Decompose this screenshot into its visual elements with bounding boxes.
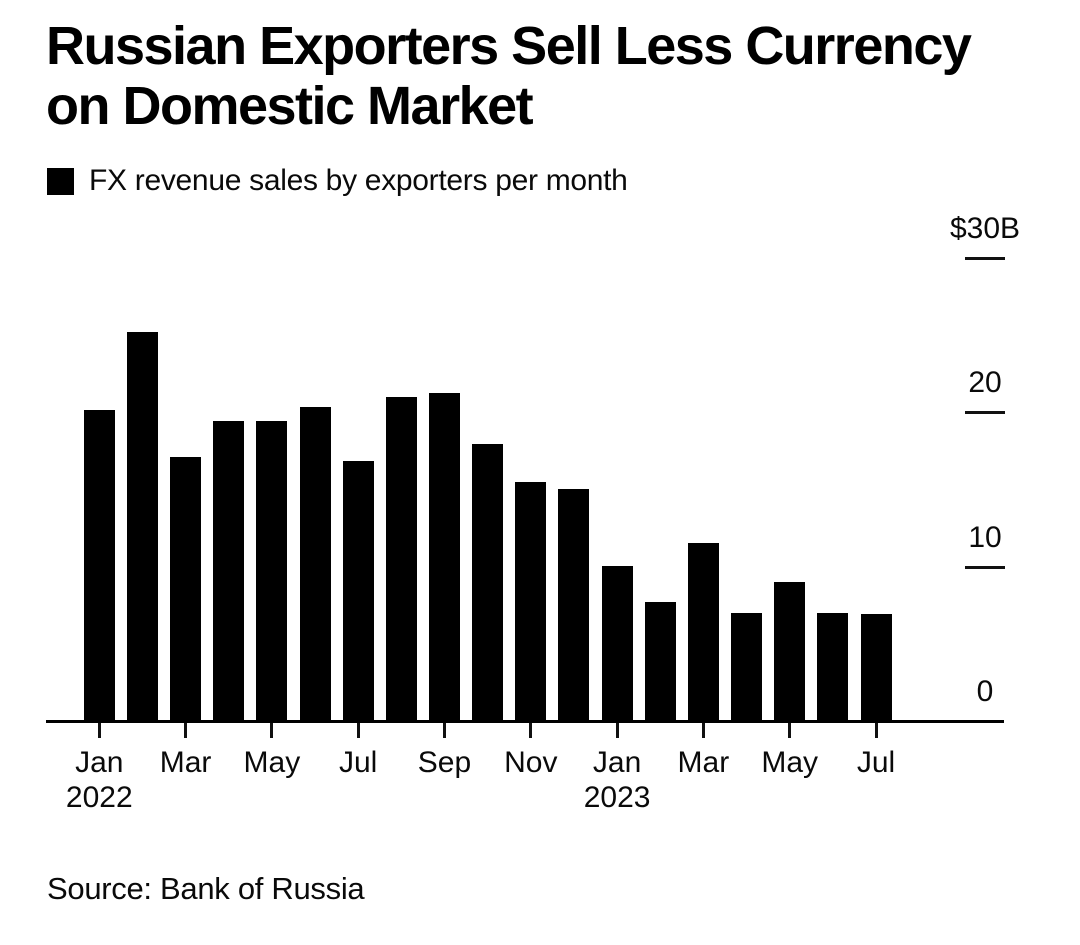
x-tick-mar bbox=[701, 723, 705, 738]
bar-may-2023 bbox=[774, 582, 806, 723]
legend-label: FX revenue sales by exporters per month bbox=[89, 164, 628, 197]
x-tick-label-jan-2023: Jan bbox=[592, 746, 642, 779]
bar-dec-2022 bbox=[558, 489, 590, 723]
bar-mar-2022 bbox=[170, 457, 202, 723]
y-tick-dash-20 bbox=[965, 411, 1005, 414]
x-tick-jan-2023 bbox=[615, 723, 619, 738]
x-tick-nov bbox=[529, 723, 533, 738]
y-tick-label-30: $30B bbox=[949, 212, 1021, 245]
x-tick-label-jul: Jul bbox=[856, 746, 896, 779]
bar-may-2022 bbox=[256, 421, 288, 723]
legend-swatch-icon bbox=[47, 167, 74, 195]
x-tick-jul bbox=[356, 723, 360, 738]
y-tick-dash-30 bbox=[965, 257, 1005, 260]
bar-feb-2023 bbox=[644, 602, 676, 723]
x-tick-may bbox=[270, 723, 274, 738]
bar-oct-2022 bbox=[472, 444, 504, 723]
x-tick-sep bbox=[443, 723, 446, 738]
x-tick-label-jul: Jul bbox=[339, 746, 378, 779]
bar-jan-2022 bbox=[83, 410, 115, 723]
bar-jul-2023 bbox=[860, 614, 892, 723]
bar-apr-2022 bbox=[213, 421, 245, 723]
bar-apr-2023 bbox=[731, 613, 762, 723]
chart-title-line2: on Domestic Market bbox=[46, 76, 534, 136]
x-tick-label-nov: Nov bbox=[504, 746, 558, 779]
bar-jun-2023 bbox=[817, 613, 849, 723]
legend: FX revenue sales by exporters per month bbox=[47, 164, 628, 197]
x-tick-label-mar: Mar bbox=[159, 746, 212, 779]
source-label: Source: Bank of Russia bbox=[47, 871, 365, 906]
bar-nov-2022 bbox=[515, 482, 547, 723]
bar-jul-2022 bbox=[342, 461, 374, 723]
y-tick-dash-10 bbox=[965, 566, 1005, 569]
y-tick-label-20: 20 bbox=[968, 366, 1002, 399]
x-tick-jan-2022 bbox=[97, 723, 101, 738]
x-tick-may bbox=[788, 723, 792, 738]
x-tick-label-may: May bbox=[761, 746, 819, 779]
x-tick-mar bbox=[184, 723, 188, 738]
bar-sep-2022 bbox=[429, 393, 460, 723]
x-tick-year-2022: 2022 bbox=[65, 781, 133, 814]
y-tick-label-0: 0 bbox=[976, 675, 994, 708]
bar-feb-2022 bbox=[126, 332, 158, 723]
x-tick-year-2023: 2023 bbox=[583, 781, 651, 814]
x-tick-label-jan-2022: Jan bbox=[75, 746, 124, 779]
bar-mar-2023 bbox=[687, 543, 719, 723]
chart-title-line1: Russian Exporters Sell Less Currency bbox=[46, 16, 972, 76]
x-tick-label-sep: Sep bbox=[417, 746, 472, 779]
x-tick-jul bbox=[874, 723, 878, 738]
bar-aug-2022 bbox=[385, 397, 417, 723]
chart-title: Russian Exporters Sell Less Currency on … bbox=[46, 16, 1036, 136]
x-tick-label-mar: Mar bbox=[677, 746, 730, 779]
bar-jan-2023 bbox=[601, 566, 633, 723]
bar-jun-2022 bbox=[299, 407, 331, 723]
x-tick-label-may: May bbox=[243, 746, 301, 779]
y-tick-label-10: 10 bbox=[968, 521, 1002, 554]
